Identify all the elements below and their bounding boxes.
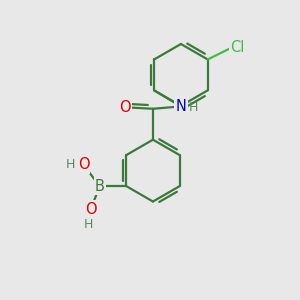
Text: O: O: [119, 100, 131, 115]
Text: O: O: [78, 158, 89, 172]
Text: H: H: [189, 101, 199, 114]
Text: Cl: Cl: [230, 40, 244, 55]
Text: H: H: [84, 218, 93, 232]
Text: O: O: [85, 202, 97, 217]
Text: N: N: [176, 99, 186, 114]
Text: H: H: [66, 158, 75, 171]
Text: B: B: [95, 178, 105, 194]
